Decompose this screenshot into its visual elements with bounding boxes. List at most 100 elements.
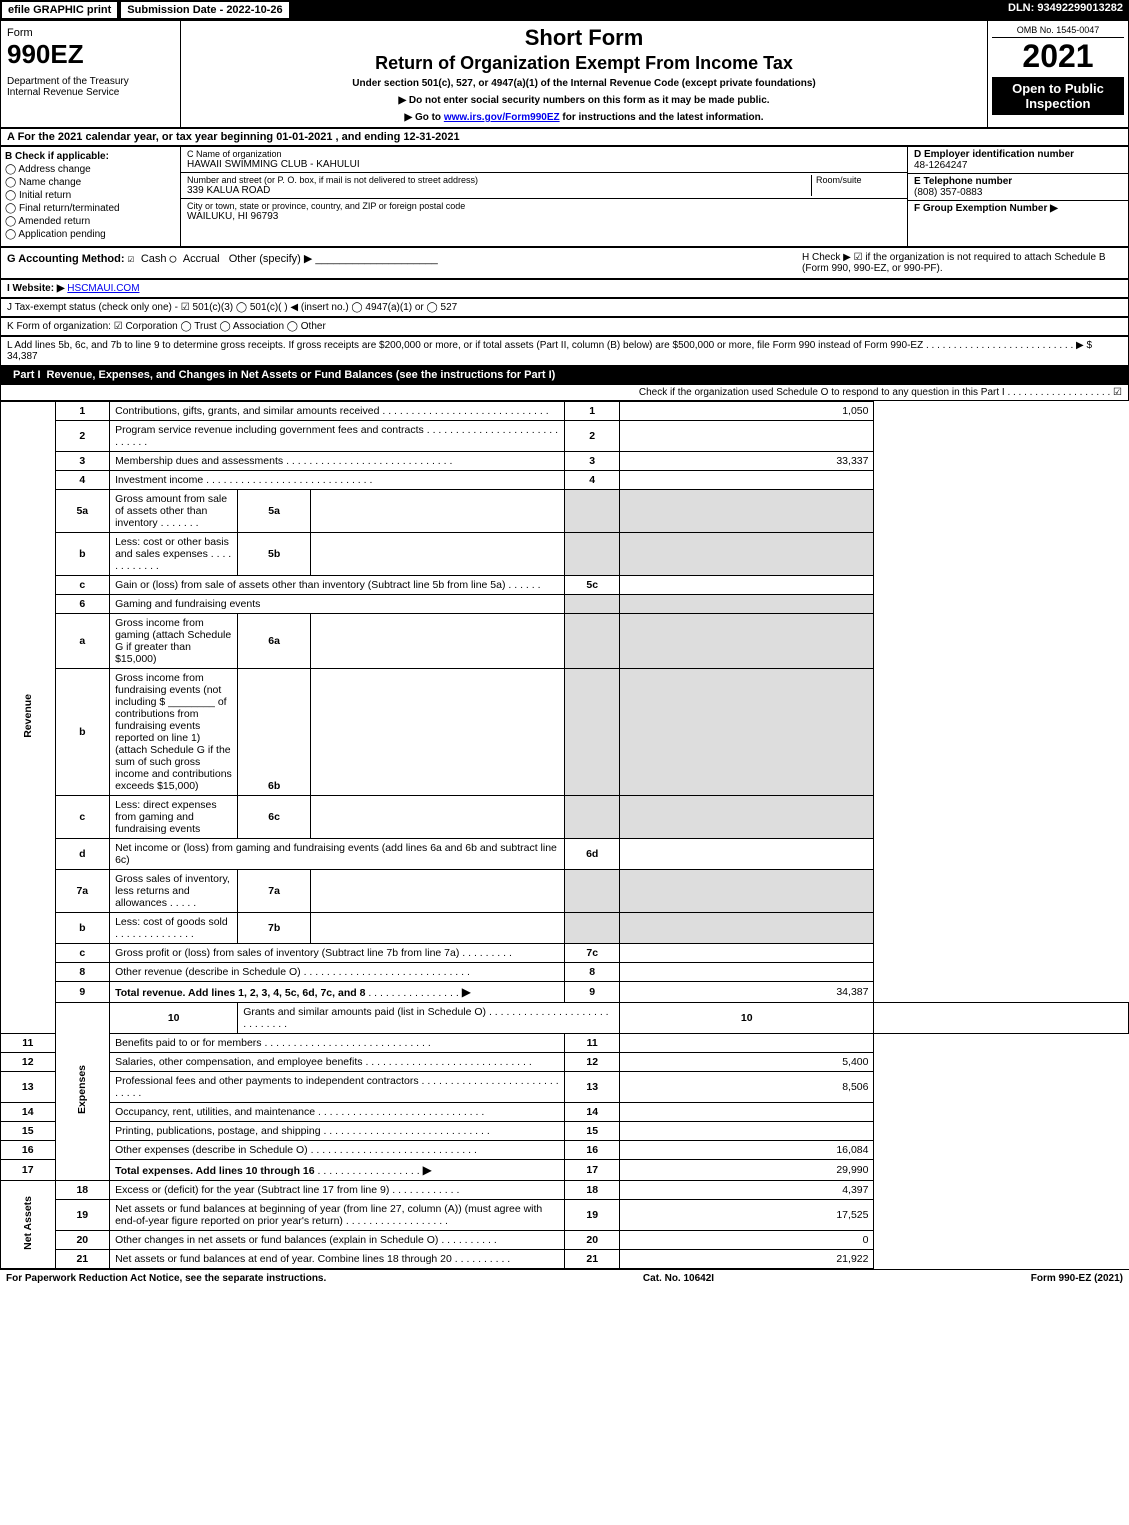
val-2 [619, 421, 873, 452]
g-accounting: G Accounting Method: ☑ Cash ◯ Accrual Ot… [7, 252, 802, 274]
net-assets-sidebar: Net Assets [1, 1181, 56, 1269]
submission-date: Submission Date - 2022-10-26 [119, 0, 290, 20]
check-final-return[interactable]: ◯ Final return/terminated [5, 203, 176, 214]
telephone: (808) 357-0883 [914, 187, 1122, 198]
dln: DLN: 93492299013282 [1002, 0, 1129, 20]
note-link: ▶ Go to www.irs.gov/Form990EZ for instru… [189, 112, 979, 123]
info-grid: B Check if applicable: ◯ Address change … [0, 146, 1129, 247]
line-13: 13 Professional fees and other payments … [1, 1072, 1129, 1103]
line-1: Revenue 1 Contributions, gifts, grants, … [1, 402, 1129, 421]
val-10 [874, 1003, 1129, 1034]
val-13: 8,506 [619, 1072, 873, 1103]
top-bar: efile GRAPHIC print Submission Date - 20… [0, 0, 1129, 20]
omb-number: OMB No. 1545-0047 [992, 25, 1124, 38]
irs-link[interactable]: www.irs.gov/Form990EZ [444, 112, 560, 123]
efile-label: efile GRAPHIC print [0, 0, 119, 20]
inspection-badge: Open to Public Inspection [992, 77, 1124, 115]
line-8: 8 Other revenue (describe in Schedule O)… [1, 963, 1129, 982]
h-schedule-b: H Check ▶ ☑ if the organization is not r… [802, 252, 1122, 274]
check-address-change[interactable]: ◯ Address change [5, 164, 176, 175]
val-6d [619, 839, 873, 870]
check-accrual[interactable]: ◯ [170, 252, 183, 265]
part-1-check: Check if the organization used Schedule … [0, 384, 1129, 401]
gross-receipts: 34,387 [7, 351, 38, 362]
department: Department of the Treasury Internal Reve… [7, 76, 174, 98]
note-ssn: ▶ Do not enter social security numbers o… [189, 95, 979, 106]
e-tel-label: E Telephone number [914, 176, 1122, 187]
page-footer: For Paperwork Reduction Act Notice, see … [0, 1269, 1129, 1287]
part-1-title: Revenue, Expenses, and Changes in Net As… [47, 369, 1122, 381]
line-20: 20 Other changes in net assets or fund b… [1, 1231, 1129, 1250]
val-9: 34,387 [619, 982, 873, 1003]
line-6b: b Gross income from fundraising events (… [1, 669, 1129, 796]
section-j: J Tax-exempt status (check only one) - ☑… [0, 298, 1129, 317]
header-center: Short Form Return of Organization Exempt… [181, 21, 988, 127]
line-11: 11 Benefits paid to or for members 11 [1, 1034, 1129, 1053]
footer-right: Form 990-EZ (2021) [1031, 1273, 1123, 1284]
val-3: 33,337 [619, 452, 873, 471]
b-head: B Check if applicable: [5, 151, 176, 162]
form-label: Form [7, 27, 174, 39]
f-ge-label: F Group Exemption Number ▶ [914, 203, 1122, 214]
check-application-pending[interactable]: ◯ Application pending [5, 229, 176, 240]
val-19: 17,525 [619, 1200, 873, 1231]
line-5c: c Gain or (loss) from sale of assets oth… [1, 576, 1129, 595]
c-city-label: City or town, state or province, country… [187, 201, 901, 211]
section-gh: G Accounting Method: ☑ Cash ◯ Accrual Ot… [0, 247, 1129, 279]
footer-catno: Cat. No. 10642I [326, 1273, 1030, 1284]
footer-left: For Paperwork Reduction Act Notice, see … [6, 1273, 326, 1284]
line-3: 3 Membership dues and assessments 3 33,3… [1, 452, 1129, 471]
check-amended[interactable]: ◯ Amended return [5, 216, 176, 227]
room-label: Room/suite [816, 175, 901, 185]
part-1-label: Part I [7, 369, 47, 381]
line-19: 19 Net assets or fund balances at beginn… [1, 1200, 1129, 1231]
check-initial-return[interactable]: ◯ Initial return [5, 190, 176, 201]
title-return: Return of Organization Exempt From Incom… [189, 53, 979, 74]
org-street: 339 KALUA ROAD [187, 185, 811, 196]
val-1: 1,050 [619, 402, 873, 421]
check-name-change[interactable]: ◯ Name change [5, 177, 176, 188]
val-21: 21,922 [619, 1250, 873, 1269]
org-name: HAWAII SWIMMING CLUB - KAHULUI [187, 159, 901, 170]
line-15: 15 Printing, publications, postage, and … [1, 1122, 1129, 1141]
line-5b: b Less: cost or other basis and sales ex… [1, 533, 1129, 576]
val-14 [619, 1103, 873, 1122]
subtitle: Under section 501(c), 527, or 4947(a)(1)… [189, 78, 979, 89]
val-17: 29,990 [619, 1160, 873, 1181]
section-a: A For the 2021 calendar year, or tax yea… [0, 128, 1129, 146]
line-5a: 5a Gross amount from sale of assets othe… [1, 490, 1129, 533]
line-21: 21 Net assets or fund balances at end of… [1, 1250, 1129, 1269]
tax-year: 2021 [992, 38, 1124, 75]
val-20: 0 [619, 1231, 873, 1250]
part-1-header: Part I Revenue, Expenses, and Changes in… [0, 366, 1129, 384]
expenses-sidebar: Expenses [55, 1003, 110, 1181]
section-def: D Employer identification number 48-1264… [908, 147, 1128, 246]
org-city: WAILUKU, HI 96793 [187, 211, 901, 222]
val-16: 16,084 [619, 1141, 873, 1160]
form-header: Form 990EZ Department of the Treasury In… [0, 20, 1129, 128]
check-cash[interactable]: ☑ [128, 252, 141, 265]
line-2: 2 Program service revenue including gove… [1, 421, 1129, 452]
line-6c: c Less: direct expenses from gaming and … [1, 796, 1129, 839]
header-right: OMB No. 1545-0047 2021 Open to Public In… [988, 21, 1128, 127]
title-short-form: Short Form [189, 25, 979, 51]
line-6: 6 Gaming and fundraising events [1, 595, 1129, 614]
line-7a: 7a Gross sales of inventory, less return… [1, 870, 1129, 913]
val-8 [619, 963, 873, 982]
val-18: 4,397 [619, 1181, 873, 1200]
line-7c: c Gross profit or (loss) from sales of i… [1, 944, 1129, 963]
line-14: 14 Occupancy, rent, utilities, and maint… [1, 1103, 1129, 1122]
c-street-label: Number and street (or P. O. box, if mail… [187, 175, 811, 185]
website-link[interactable]: HSCMAUI.COM [67, 283, 139, 294]
line-17: 17 Total expenses. Add lines 10 through … [1, 1160, 1129, 1181]
section-b: B Check if applicable: ◯ Address change … [1, 147, 181, 246]
line-7b: b Less: cost of goods sold . . . . . . .… [1, 913, 1129, 944]
val-15 [619, 1122, 873, 1141]
val-5c [619, 576, 873, 595]
line-10: Expenses 10 Grants and similar amounts p… [1, 1003, 1129, 1034]
section-i-website: I Website: ▶ HSCMAUI.COM [0, 279, 1129, 298]
line-12: 12 Salaries, other compensation, and emp… [1, 1053, 1129, 1072]
line-4: 4 Investment income 4 [1, 471, 1129, 490]
section-l: L Add lines 5b, 6c, and 7b to line 9 to … [0, 336, 1129, 366]
header-left: Form 990EZ Department of the Treasury In… [1, 21, 181, 127]
